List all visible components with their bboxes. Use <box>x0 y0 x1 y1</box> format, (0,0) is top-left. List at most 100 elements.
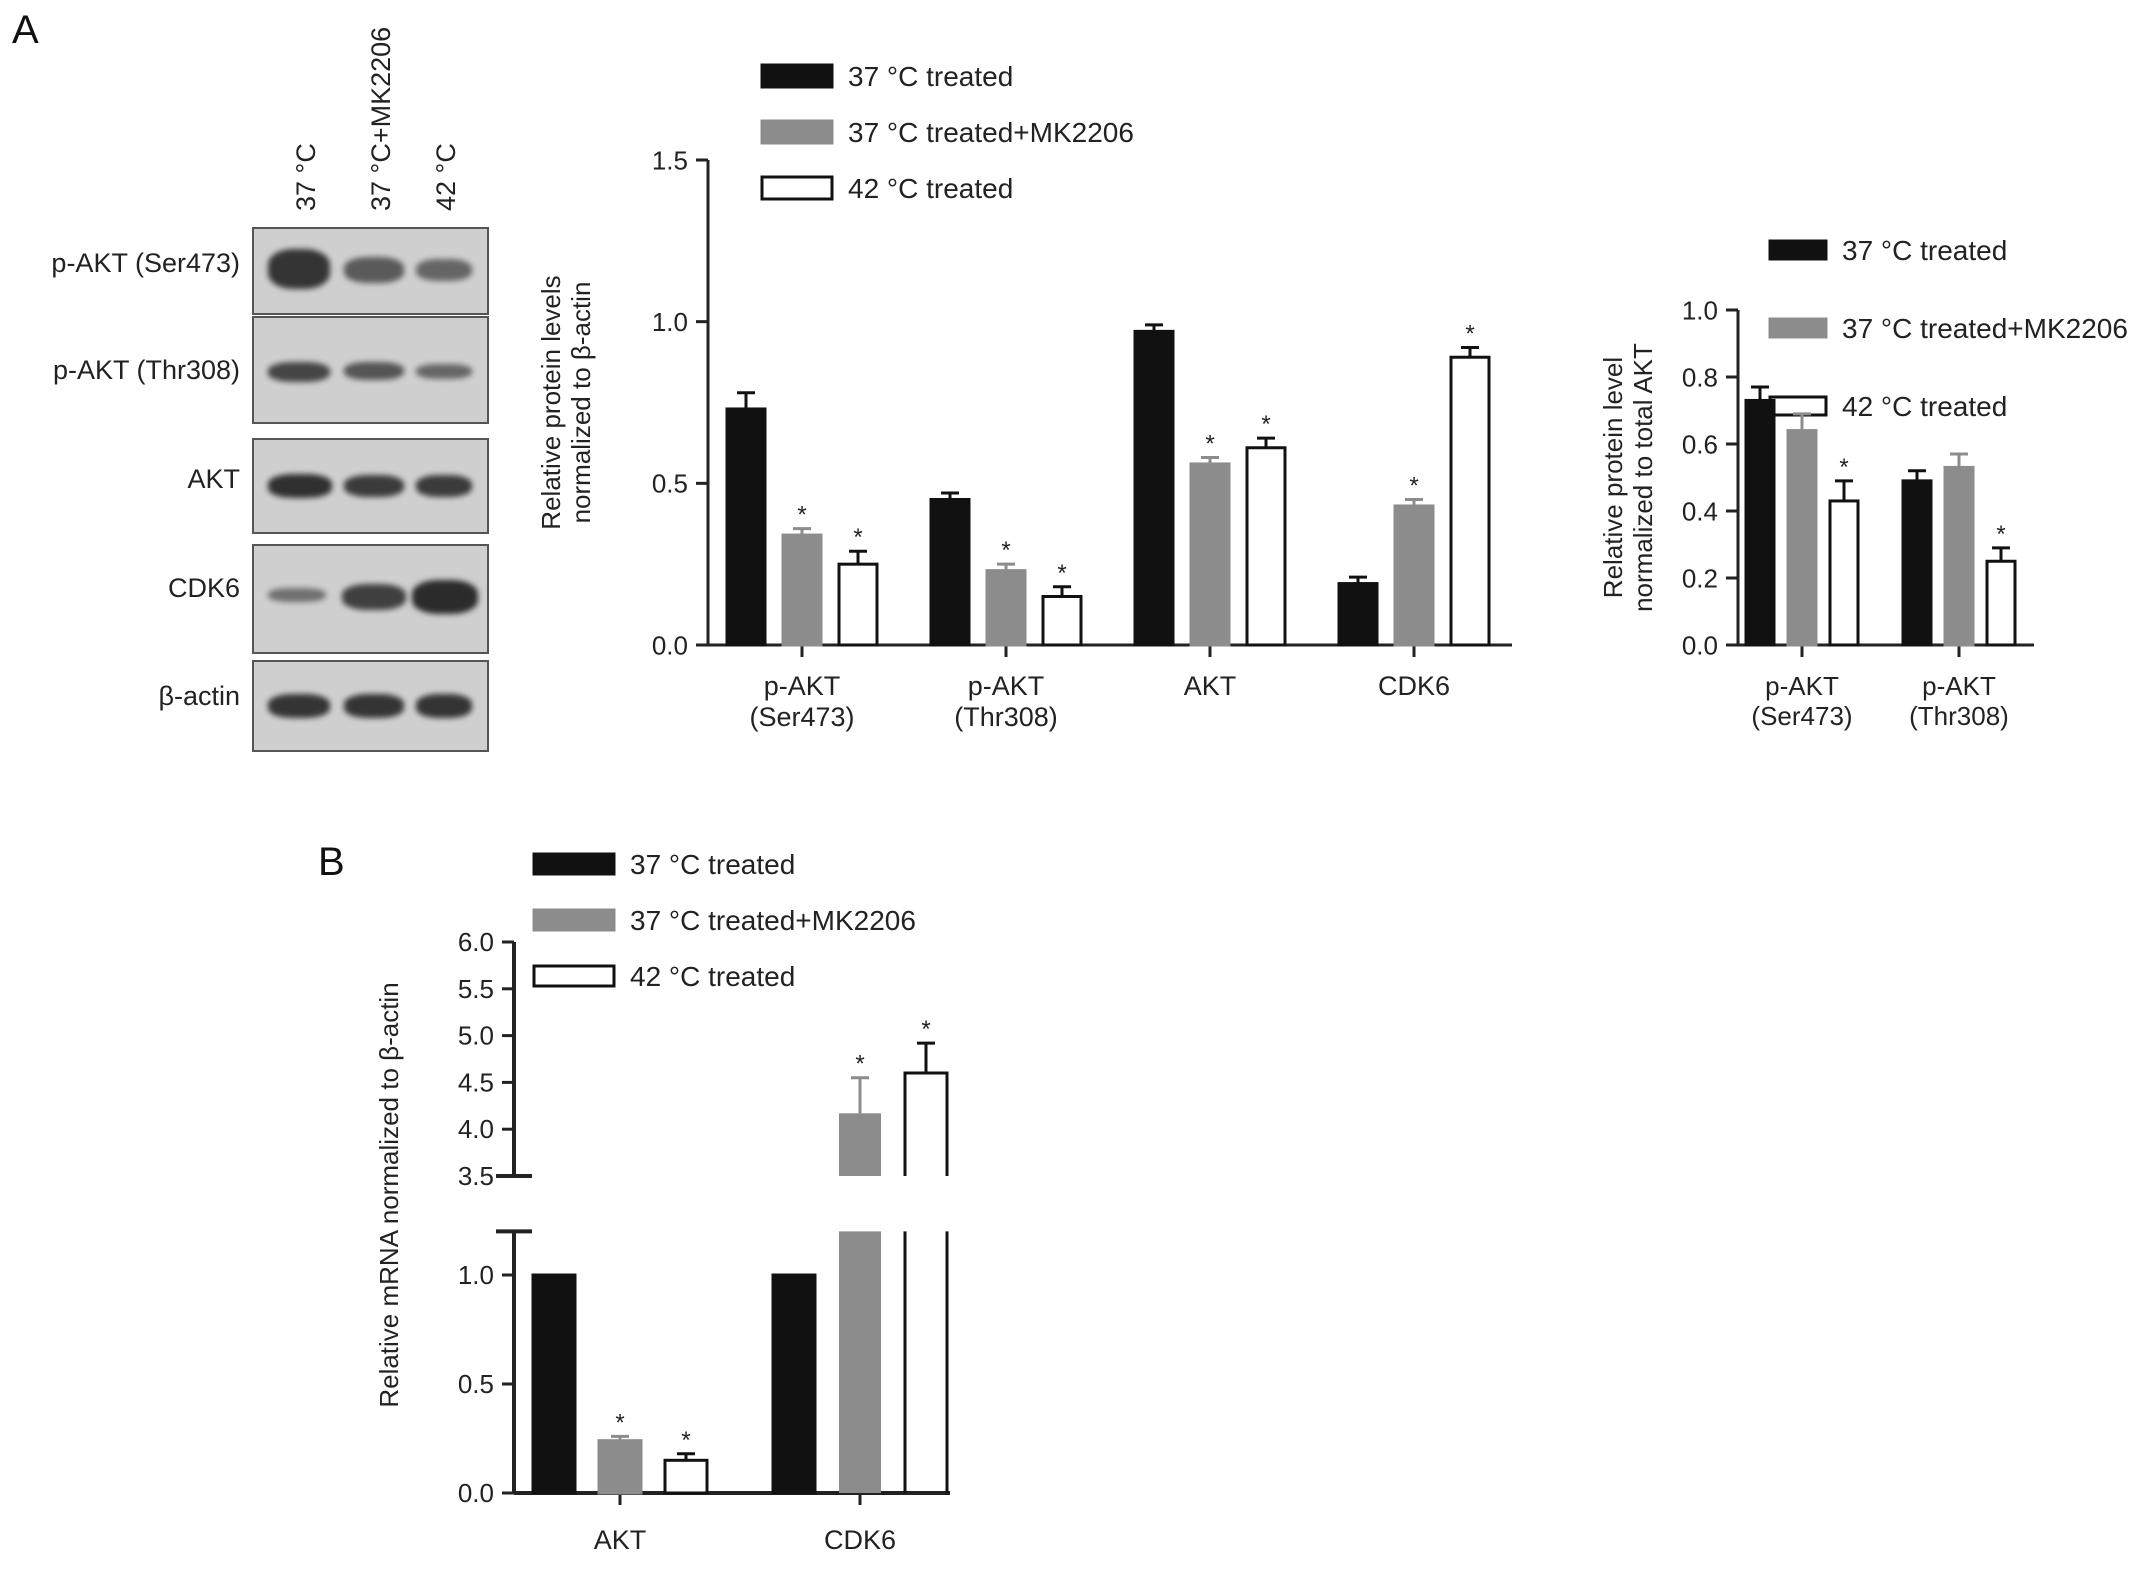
blot-band <box>268 588 326 602</box>
chart3-y-tick-label: 1.0 <box>458 1260 494 1290</box>
chart3-legend-swatch <box>532 908 616 932</box>
chart2-significance-star: * <box>1839 454 1848 481</box>
blot-panel-akt <box>252 438 489 534</box>
chart3-y-axis-label: Relative mRNA normalized to β-actin <box>374 982 404 1407</box>
chart1-significance-star: * <box>1261 411 1270 438</box>
chart2-y-tick-label: 0.0 <box>1682 630 1718 660</box>
blot-band <box>344 362 404 380</box>
chart1-y-axis-label: Relative protein levelsnormalized to β-a… <box>536 275 596 529</box>
chart1-category-label: AKT <box>1184 671 1237 701</box>
blot-panel-cdk6 <box>252 544 489 654</box>
chart2-significance-star: * <box>1996 521 2005 548</box>
chart2-y-tick-label: 0.6 <box>1682 429 1718 459</box>
chart1-significance-star: * <box>1205 430 1214 457</box>
chart2-bar <box>1786 429 1818 647</box>
chart3-bar-upper <box>839 1113 881 1176</box>
chart1-y-tick-label: 1.5 <box>652 145 688 175</box>
chart1-bar <box>1337 582 1379 647</box>
chart2-y-tick-label: 1.0 <box>1682 295 1718 325</box>
chart3-significance-star: * <box>855 1051 864 1078</box>
chart3-bar <box>597 1439 643 1495</box>
chart3-legend-label: 37 °C treated <box>630 849 795 880</box>
chart2-y-axis-label: Relative protein levelnormalized to tota… <box>1598 343 1658 612</box>
chart1-significance-star: * <box>853 524 862 551</box>
panel-letter-b: B <box>318 840 345 884</box>
blot-band <box>416 694 472 718</box>
chart1-bar <box>837 562 879 647</box>
chart3-y-tick-label: 4.5 <box>458 1067 494 1097</box>
chart3-significance-star: * <box>921 1016 930 1043</box>
chart2-y-tick-label: 0.4 <box>1682 496 1718 526</box>
blot-panel-pakt-ser473 <box>252 227 489 315</box>
chart3-y-tick-label: 0.5 <box>458 1369 494 1399</box>
chart3-significance-star: * <box>615 1409 624 1436</box>
blot-band <box>268 249 330 289</box>
blot-band <box>344 475 404 497</box>
blot-band <box>268 694 330 718</box>
blot-label-akt: AKT <box>187 464 240 494</box>
chart2-legend-swatch <box>1768 239 1828 261</box>
chart1-y-tick-label: 1.0 <box>652 307 688 337</box>
chart1-bar <box>929 498 971 647</box>
chart1-bar <box>1449 355 1491 647</box>
chart3-bar-lower <box>839 1231 881 1493</box>
chart2-bar <box>1943 465 1975 647</box>
chart3-y-tick-label: 0.0 <box>458 1478 494 1508</box>
blot-band <box>416 259 472 281</box>
blot-band <box>344 257 404 283</box>
chart3-category-label: AKT <box>594 1525 647 1555</box>
chart1-bar <box>781 533 823 647</box>
chart1-category-label: p-AKT (Ser473) <box>749 671 854 732</box>
chart1-legend-label: 37 °C treated <box>848 61 1013 92</box>
chart2-bar <box>1985 559 2017 647</box>
blot-band <box>342 584 406 610</box>
chart3-significance-star: * <box>681 1427 690 1454</box>
blot-label-beta-actin: β-actin <box>158 681 240 711</box>
blot-band <box>344 694 404 718</box>
chart3-y-tick-label: 5.0 <box>458 1021 494 1051</box>
chart1-bar <box>1393 504 1435 647</box>
chart1-significance-star: * <box>1057 560 1066 587</box>
chart2-bar <box>1901 479 1933 647</box>
blot-band <box>268 362 330 382</box>
chart3-legend-label: 42 °C treated <box>630 961 795 992</box>
chart2-category-label: p-AKT (Ser473) <box>1751 671 1852 731</box>
blot-label-pakt-thr308: p-AKT (Thr308) <box>52 355 240 385</box>
chart1-significance-star: * <box>797 502 806 529</box>
chart1-significance-star: * <box>1001 537 1010 564</box>
chart2-legend-label: 37 °C treated+MK2206 <box>1842 313 2128 344</box>
blot-band <box>412 580 478 614</box>
chart1-significance-star: * <box>1465 321 1474 348</box>
chart1-bar <box>1189 462 1231 647</box>
blot-label-cdk6: CDK6 <box>167 573 240 603</box>
chart1-category-label: CDK6 <box>1378 671 1450 701</box>
chart1-bar <box>1133 329 1175 647</box>
chart3-bar <box>531 1273 577 1495</box>
chart1-y-tick-label: 0.5 <box>652 469 688 499</box>
chart2-bar <box>1828 499 1860 647</box>
chart3-legend-label: 37 °C treated+MK2206 <box>630 905 916 936</box>
chart1-bar <box>985 569 1027 647</box>
chart3-legend-swatch <box>532 852 616 876</box>
blot-band <box>416 364 472 379</box>
chart3-legend-swatch <box>532 964 616 988</box>
blot-label-pakt-ser473: p-AKT (Ser473) <box>51 248 240 278</box>
chart1-bar <box>1041 595 1083 647</box>
chart3-bar-upper <box>903 1071 949 1176</box>
chart1-bar <box>725 407 767 647</box>
chart1-legend-label: 42 °C treated <box>848 173 1013 204</box>
blot-panel-beta-actin <box>252 660 489 752</box>
chart2-y-tick-label: 0.2 <box>1682 563 1718 593</box>
chart3-category-label: CDK6 <box>824 1525 896 1555</box>
chart2-category-label: p-AKT (Thr308) <box>1909 671 2009 731</box>
chart1-bar <box>1245 446 1287 647</box>
chart2-legend-swatch <box>1768 317 1828 339</box>
chart2-legend-label: 42 °C treated <box>1842 391 2007 422</box>
chart3-y-tick-label: 6.0 <box>458 927 494 957</box>
blot-band <box>268 474 332 498</box>
blot-panel-pakt-thr308 <box>252 316 489 424</box>
chart3-bar <box>771 1273 817 1495</box>
chart2-legend-swatch <box>1768 395 1828 417</box>
blot-band <box>416 475 472 497</box>
